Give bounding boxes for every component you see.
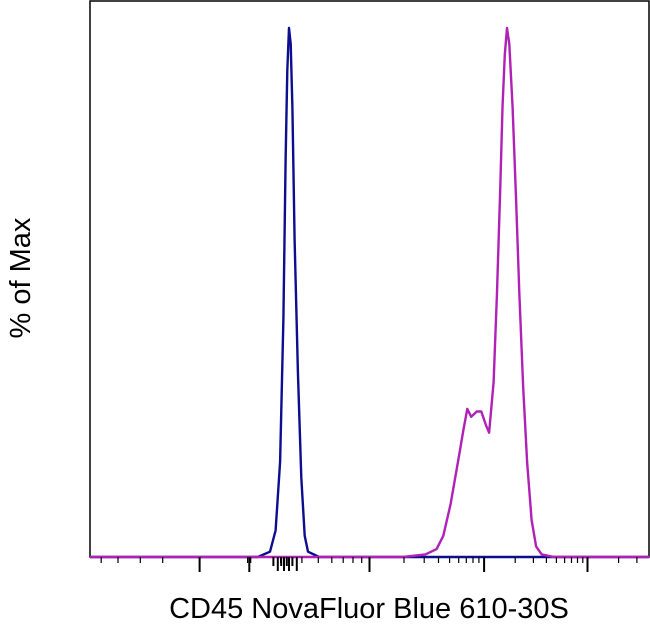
- x-axis-title: CD45 NovaFluor Blue 610-30S: [169, 593, 569, 625]
- plot-frame: [89, 0, 650, 558]
- y-axis-title: % of Max: [5, 217, 37, 338]
- series-layer: [90, 26, 649, 559]
- histogram-series-2: [90, 26, 649, 559]
- histogram-series-1: [90, 26, 649, 559]
- x-axis-ticks: [100, 557, 638, 572]
